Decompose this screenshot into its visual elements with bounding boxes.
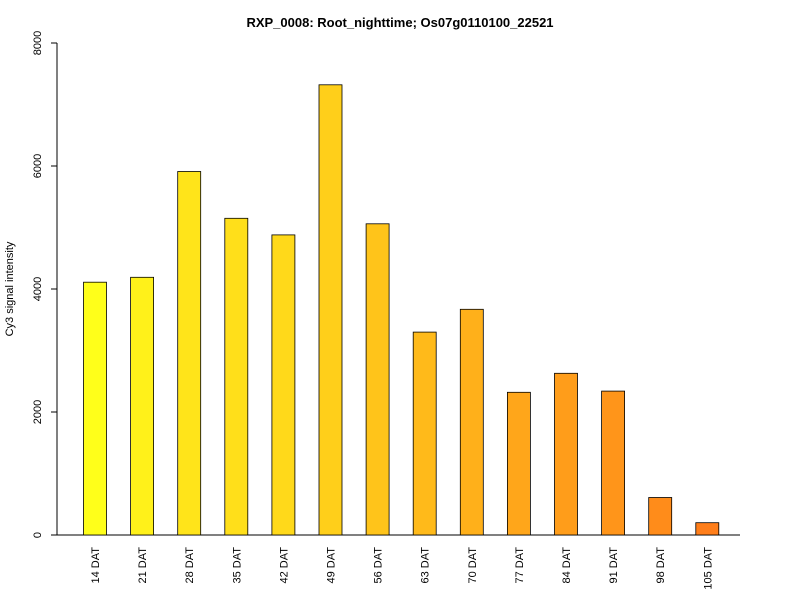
chart-title: RXP_0008: Root_nighttime; Os07g0110100_2…	[246, 15, 553, 30]
x-tick-label: 70 DAT	[467, 547, 479, 584]
bar	[365, 223, 390, 536]
bar	[554, 372, 578, 536]
bar	[130, 276, 155, 536]
x-tick-label: 63 DAT	[420, 547, 432, 584]
bar	[648, 497, 673, 536]
bar	[601, 390, 625, 536]
x-tick-label: 28 DAT	[184, 547, 196, 584]
x-tick-labels: 14 DAT 21 DAT 28 DAT 35 DAT 42 DAT 49 DAT 56 D…	[90, 547, 714, 590]
x-tick-label: 56 DAT	[373, 547, 385, 584]
x-tick-label: 98 DAT	[655, 547, 667, 584]
bar	[83, 281, 107, 536]
x-tick-label: 91 DAT	[608, 547, 620, 584]
y-tick-label: 0	[32, 532, 44, 538]
bar	[318, 84, 343, 536]
bar	[506, 391, 531, 536]
x-tick-label: 105 DAT	[702, 547, 714, 590]
y-tick-label: 4000	[32, 277, 44, 301]
x-tick-label: 49 DAT	[326, 547, 338, 584]
x-tick-label: 35 DAT	[231, 547, 243, 584]
y-axis-label: Cy3 signal intensity	[4, 241, 16, 336]
bar	[224, 217, 249, 536]
y-axis: 0 2000 4000 6000 8000	[32, 31, 58, 538]
y-tick-label: 2000	[32, 400, 44, 424]
bar	[459, 308, 484, 536]
bar	[695, 522, 720, 536]
y-tick-label: 6000	[32, 154, 44, 178]
bar	[177, 171, 202, 536]
x-tick-label: 21 DAT	[137, 547, 149, 584]
y-tick-label: 8000	[32, 31, 44, 55]
x-tick-label: 77 DAT	[514, 547, 526, 584]
bar	[271, 234, 296, 536]
bars-group	[83, 84, 720, 536]
x-tick-label: 14 DAT	[90, 547, 102, 584]
bar	[412, 331, 437, 536]
x-tick-label: 84 DAT	[561, 547, 573, 584]
x-tick-label: 42 DAT	[278, 547, 290, 584]
